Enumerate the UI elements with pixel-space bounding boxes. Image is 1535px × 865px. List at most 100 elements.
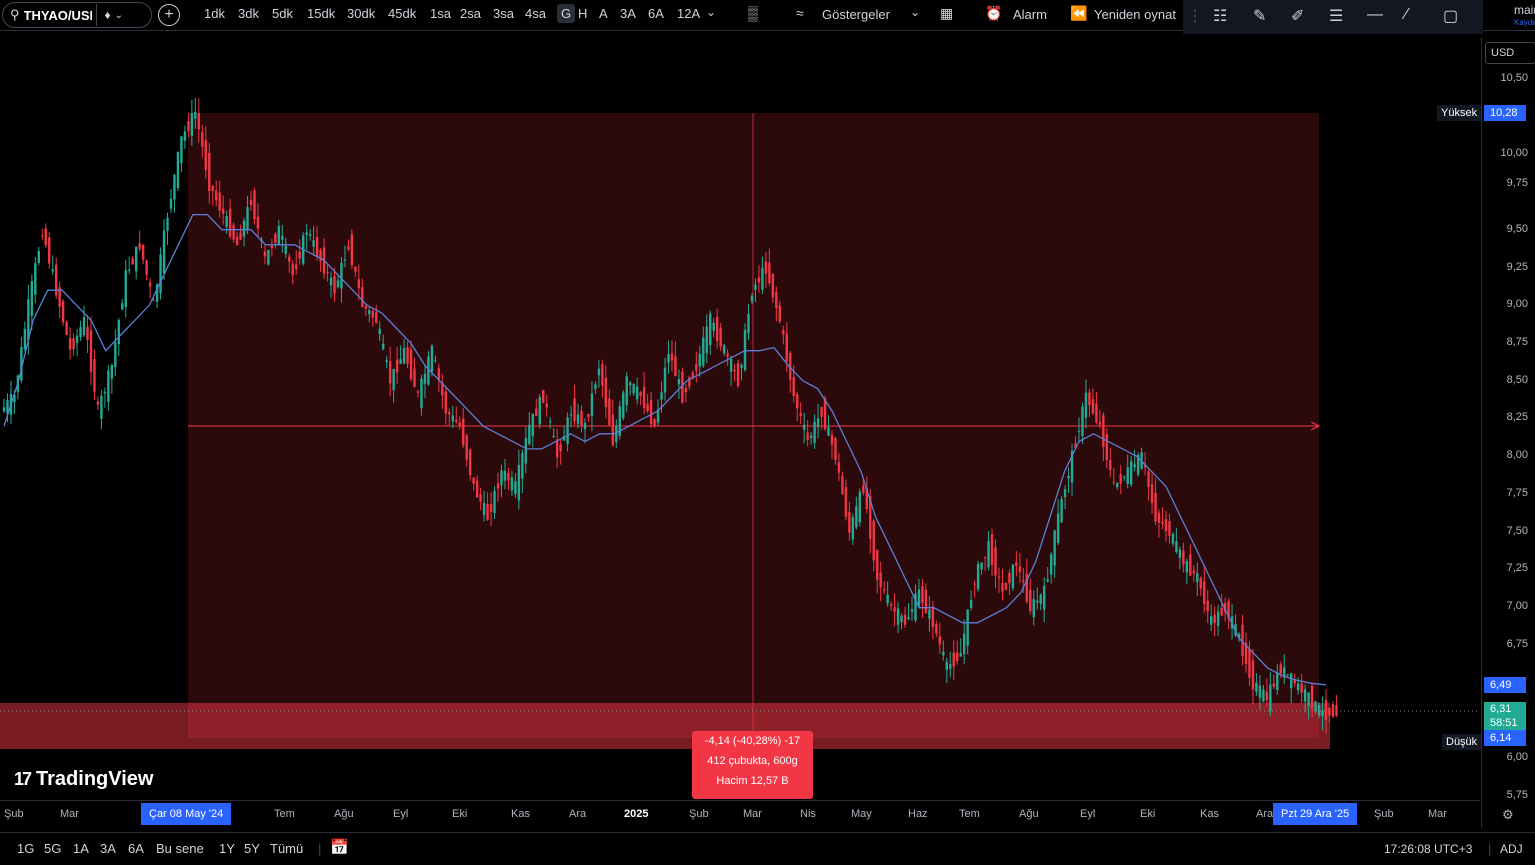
timeframe-30dk[interactable]: 30dk (347, 6, 376, 21)
candle-body (441, 381, 444, 396)
candle-body (117, 319, 121, 344)
candle-body (750, 295, 754, 302)
price-axis[interactable]: 10,50 10,00 9,75 9,50 9,25 9,00 8,75 8,50 8,25 8,… (1481, 38, 1535, 828)
candle-body (1286, 674, 1289, 676)
candle-body (1328, 707, 1331, 716)
candle-body (204, 140, 207, 171)
timeframe-45dk[interactable]: 45dk (388, 6, 417, 21)
range-button[interactable]: 3A (100, 841, 116, 856)
range-button[interactable]: 5G (44, 841, 62, 856)
candle-body (969, 600, 973, 608)
candle-body (1070, 451, 1074, 483)
range-button[interactable]: 6A (128, 841, 144, 856)
currency-button[interactable]: USD (1485, 42, 1535, 64)
timeframe-G[interactable]: G (557, 4, 576, 23)
time-axis[interactable]: Şub Mar Tem Ağu Eyl Eki Kas Ara 2025 Şub Mar Nis May… (0, 800, 1514, 829)
end-date-highlight: Pzt 29 Ara '25 (1273, 803, 1358, 825)
indicators-button[interactable]: Göstergeler (822, 7, 890, 22)
save-button[interactable]: Kaydet (1514, 18, 1535, 27)
candle-body (1209, 616, 1213, 625)
timeframe-3dk[interactable]: 3dk (238, 6, 259, 21)
candle-body (1265, 691, 1269, 700)
pencil-tool-icon[interactable]: ✎ (1253, 8, 1267, 25)
timeframe-12A[interactable]: 12A (677, 6, 701, 21)
candle-body (267, 250, 270, 265)
candle-body (726, 353, 729, 357)
rectangle-tool-icon[interactable]: ▢ (1443, 8, 1459, 25)
candle-body (208, 152, 211, 192)
trend-line-icon[interactable]: ∕ (1405, 6, 1408, 23)
menu-lines-icon[interactable]: ☰ (1329, 8, 1344, 25)
range-button[interactable]: Tümü (270, 841, 304, 856)
date-range-icon[interactable]: 📅 (330, 839, 349, 856)
symbol-search[interactable]: ⚲ THYAO/USD ♦ ⌄ (2, 2, 152, 28)
alarm-icon[interactable]: ⏰ (985, 5, 1003, 21)
candle-body (1189, 554, 1192, 576)
candle-body (1175, 541, 1178, 552)
clock[interactable]: 17:26:08 UTC+3 (1384, 842, 1473, 856)
candles-icon[interactable]: ▒ (748, 5, 758, 21)
candle-body (1216, 611, 1220, 626)
chevron-down-icon[interactable]: ⌄ (706, 5, 717, 19)
timeframe-A[interactable]: A (599, 6, 608, 21)
candle-body (420, 378, 423, 409)
candle-body (152, 300, 155, 302)
indicators-icon[interactable]: ≈ (796, 5, 804, 21)
candle-body (914, 593, 917, 621)
candle-body (496, 483, 500, 489)
replay-button[interactable]: Yeniden oynat (1094, 7, 1176, 22)
candle-body (361, 287, 364, 307)
candle-body (326, 271, 329, 273)
candle-body (1290, 673, 1293, 689)
price-tick-label: 10,50 (1500, 72, 1528, 84)
time-tick-label: Ağu (334, 808, 354, 820)
candle-body (1199, 577, 1202, 589)
candle-body (180, 136, 183, 164)
candle-body (503, 470, 507, 481)
timeframe-4sa[interactable]: 4sa (525, 6, 546, 21)
candle-tool-icon[interactable]: ☷ (1213, 8, 1228, 25)
candle-body (482, 502, 486, 516)
candle-body (319, 250, 322, 262)
timeframe-15dk[interactable]: 15dk (307, 6, 336, 21)
timeframe-3A[interactable]: 3A (620, 6, 636, 21)
candle-body (329, 277, 333, 286)
chevron-down-icon[interactable]: ⌄ (910, 5, 921, 19)
tradingview-logo[interactable]: 17 TradingView (14, 768, 153, 791)
drag-handle-icon[interactable]: ⋮ (1187, 8, 1203, 25)
range-button[interactable]: 1G (17, 841, 35, 856)
layout-name[interactable]: main (1514, 3, 1535, 17)
chevron-down-icon[interactable]: ⌄ (114, 9, 124, 21)
candle-body (173, 174, 176, 200)
horizontal-line-icon[interactable]: — (1367, 6, 1383, 23)
gem-icon[interactable]: ♦ (104, 8, 111, 22)
candle-body (521, 453, 524, 479)
range-button[interactable]: 1Y (219, 841, 235, 856)
timeframe-1sa[interactable]: 1sa (430, 6, 451, 21)
candle-body (865, 487, 868, 510)
add-symbol-button[interactable]: + (158, 4, 180, 26)
timeframe-H[interactable]: H (578, 6, 588, 21)
replay-icon[interactable]: ⏪ (1070, 5, 1088, 21)
range-button[interactable]: 1A (73, 841, 89, 856)
settings-gear-icon[interactable]: ⚙ (1502, 807, 1514, 822)
brush-tool-icon[interactable]: ✐ (1291, 8, 1305, 25)
timeframe-1dk[interactable]: 1dk (204, 6, 225, 21)
candle-body (768, 262, 771, 284)
timeframe-3sa[interactable]: 3sa (493, 6, 514, 21)
timeframe-2sa[interactable]: 2sa (460, 6, 481, 21)
price-chart[interactable] (0, 38, 1480, 800)
timeframe-6A[interactable]: 6A (648, 6, 664, 21)
adj-button[interactable]: ADJ (1500, 842, 1523, 856)
measure-arrow-head (1310, 421, 1321, 431)
timeframe-5dk[interactable]: 5dk (272, 6, 293, 21)
range-button[interactable]: Bu sene (156, 841, 204, 856)
candle-body (79, 327, 82, 337)
candle-body (68, 337, 72, 350)
candle-body (451, 415, 454, 422)
layout-grid-icon[interactable]: ▦ (940, 5, 954, 21)
alarm-button[interactable]: Alarm (1013, 7, 1047, 22)
chart-pane[interactable]: 17 TradingView (0, 38, 1480, 800)
range-button[interactable]: 5Y (244, 841, 260, 856)
candle-body (159, 254, 162, 294)
